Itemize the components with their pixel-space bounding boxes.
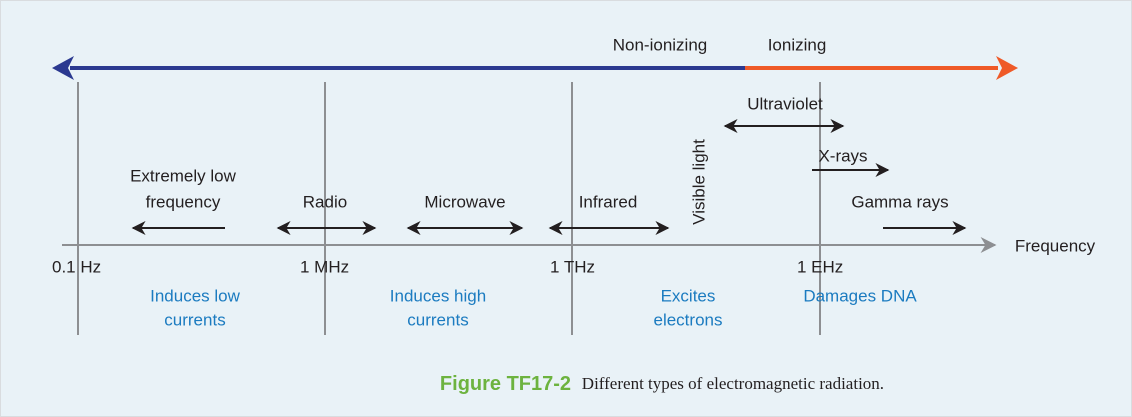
tick-label: 1 MHz (300, 257, 349, 276)
band-label: Radio (303, 192, 347, 211)
tick-label: 0.1 Hz (52, 257, 101, 276)
axis-label: Frequency (1015, 236, 1096, 255)
effect-label: Induces low (150, 286, 240, 305)
effect-label: electrons (654, 310, 723, 329)
top-label: Ionizing (768, 35, 827, 54)
band-label: frequency (146, 192, 221, 211)
band-label: Ultraviolet (747, 94, 823, 113)
band-label: Visible light (689, 139, 708, 225)
band-label: Microwave (424, 192, 505, 211)
caption-label: Figure TF17-2 (440, 373, 571, 395)
effect-label: currents (407, 310, 468, 329)
caption-text: Different types of electromagnetic radia… (582, 374, 884, 393)
top-label: Non-ionizing (613, 35, 708, 54)
effect-label: Induces high (390, 286, 486, 305)
caption: Figure TF17-2 Different types of electro… (440, 373, 884, 395)
band-label: Infrared (579, 192, 638, 211)
band-label: Gamma rays (851, 192, 948, 211)
effect-label: currents (164, 310, 225, 329)
band-label: X-rays (818, 146, 867, 165)
effect-label: Damages DNA (803, 286, 917, 305)
tick-label: 1 EHz (797, 257, 843, 276)
effect-label: Excites (661, 286, 716, 305)
arrow-head (52, 56, 74, 80)
band-label: Extremely low (130, 166, 237, 185)
arrow-head (996, 56, 1018, 80)
tick-label: 1 THz (550, 257, 595, 276)
